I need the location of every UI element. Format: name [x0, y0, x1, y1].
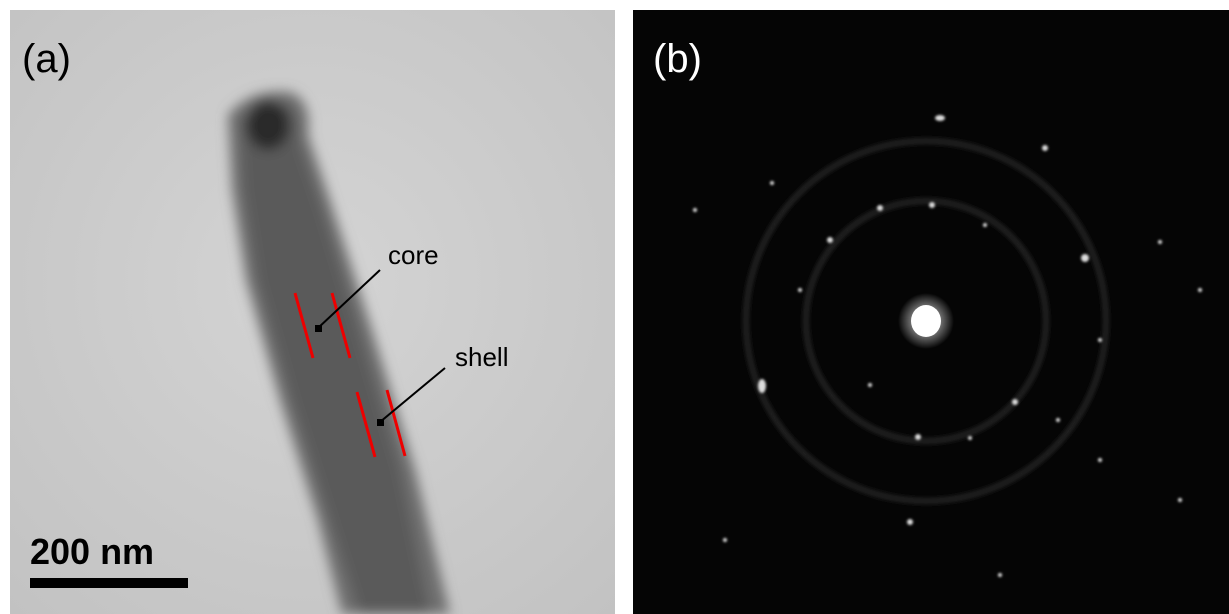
pointer-dot	[315, 325, 322, 332]
annotation: core	[388, 240, 439, 270]
panel-label: (a)	[22, 37, 71, 81]
scale-bar-label: 200 nm	[30, 531, 154, 572]
panel-a: (a) core shell 200 nm	[10, 10, 615, 614]
pointer-dot	[377, 419, 384, 426]
panel-label: (b)	[653, 37, 702, 81]
figure: (a) core shell 200 nm	[0, 0, 1229, 614]
annotation: shell	[455, 342, 508, 372]
page: (a) core shell 200 nm	[0, 0, 1229, 614]
panel-b: (b)	[633, 10, 1229, 614]
central-beam	[911, 305, 941, 337]
scale-bar	[30, 578, 188, 588]
